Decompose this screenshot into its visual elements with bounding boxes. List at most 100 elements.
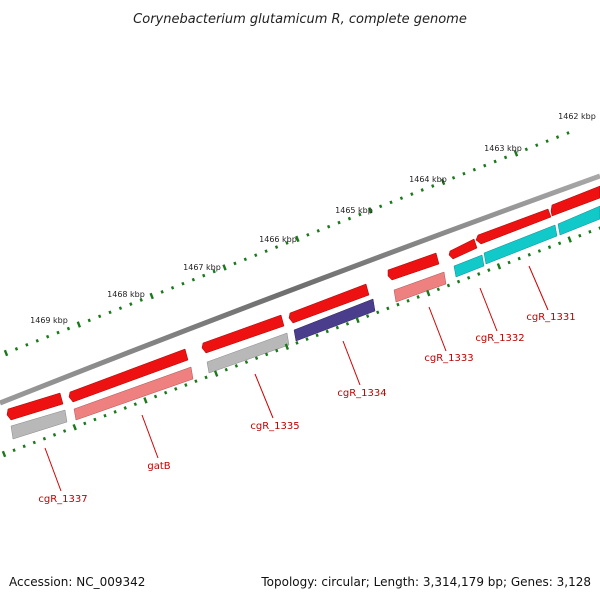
tick-mark bbox=[45, 334, 50, 339]
tick-mark bbox=[204, 375, 208, 380]
tick-mark bbox=[557, 241, 562, 246]
tick-mark bbox=[472, 167, 477, 172]
tick-mark bbox=[326, 224, 331, 229]
tick-mark bbox=[305, 337, 309, 341]
gene-bar-cgR_1333[interactable] bbox=[393, 271, 447, 303]
tick-mark bbox=[149, 292, 154, 300]
forward-genes bbox=[6, 185, 600, 421]
tick-mark bbox=[513, 150, 519, 157]
tick-mark bbox=[108, 310, 112, 315]
tick-mark bbox=[347, 216, 352, 221]
gene-arrow[interactable] bbox=[550, 185, 600, 217]
gene-label: cgR_1332 bbox=[475, 333, 524, 344]
tick-mark bbox=[389, 200, 393, 205]
tick-mark bbox=[386, 306, 390, 311]
gene-bar-cgR_1334[interactable] bbox=[293, 298, 376, 342]
gene-arrow[interactable] bbox=[68, 348, 189, 403]
gene-labels: cgR_1331 cgR_1332 cgR_1333 cgR_1334 cgR_… bbox=[38, 312, 575, 505]
genome-summary-text: Topology: circular; Length: 3,314,179 bp… bbox=[260, 575, 591, 589]
tick-mark bbox=[233, 261, 237, 266]
tick-mark bbox=[496, 263, 502, 270]
tick-mark bbox=[35, 338, 39, 343]
tick-mark bbox=[202, 273, 206, 278]
tick-mark bbox=[545, 139, 549, 143]
tick-mark bbox=[487, 268, 491, 272]
tick-mark bbox=[466, 275, 471, 280]
tick-mark bbox=[113, 410, 117, 414]
tick-mark bbox=[22, 444, 26, 449]
gene-arrow[interactable] bbox=[6, 392, 64, 421]
tick-mark bbox=[335, 325, 340, 330]
tick-mark bbox=[244, 360, 249, 364]
gene-bar-gatB[interactable] bbox=[73, 366, 194, 421]
tick-mark bbox=[184, 383, 188, 387]
gene-arrow[interactable] bbox=[448, 238, 478, 260]
outer-tick-ring bbox=[3, 131, 570, 357]
tick-mark bbox=[325, 329, 329, 334]
tick-mark bbox=[76, 321, 82, 328]
leader-line bbox=[528, 265, 549, 311]
tick-mark bbox=[358, 212, 362, 217]
tick-mark bbox=[446, 283, 451, 288]
leader-lines bbox=[44, 265, 549, 492]
tick-mark bbox=[555, 135, 560, 139]
gene-bar-cgR_1332b[interactable] bbox=[453, 254, 485, 278]
tick-mark bbox=[191, 277, 196, 282]
gene-label: cgR_1334 bbox=[337, 388, 386, 399]
tick-mark bbox=[224, 367, 228, 372]
tick-mark bbox=[12, 448, 16, 453]
kbp-labels: 1462 kbp 1463 kbp 1464 kbp 1465 kbp 1466… bbox=[30, 112, 596, 325]
gene-arrow[interactable] bbox=[387, 252, 440, 281]
kbp-label: 1465 kbp bbox=[335, 206, 373, 215]
tick-mark bbox=[181, 281, 185, 286]
genome-backbone bbox=[0, 173, 600, 406]
tick-mark bbox=[451, 175, 456, 180]
tick-mark bbox=[254, 356, 259, 361]
tick-mark bbox=[416, 295, 420, 299]
tick-mark bbox=[345, 321, 350, 326]
tick-mark bbox=[72, 423, 77, 431]
tick-mark bbox=[66, 326, 71, 331]
gene-bar-cgR_1335[interactable] bbox=[206, 332, 290, 374]
tick-mark bbox=[566, 131, 570, 135]
tick-mark bbox=[396, 302, 400, 307]
tick-mark bbox=[133, 402, 138, 407]
tick-mark bbox=[93, 417, 97, 422]
gene-arrow[interactable] bbox=[288, 283, 370, 324]
gene-bar-cgR_1332[interactable] bbox=[483, 224, 558, 265]
tick-mark bbox=[535, 143, 539, 148]
tick-mark bbox=[337, 220, 341, 225]
tick-mark bbox=[503, 155, 508, 160]
tick-mark bbox=[212, 269, 216, 274]
tick-mark bbox=[1, 450, 7, 458]
gene-label: cgR_1333 bbox=[424, 353, 473, 364]
tick-mark bbox=[174, 387, 178, 391]
tick-mark bbox=[118, 306, 123, 311]
tick-mark bbox=[103, 413, 107, 418]
tick-mark bbox=[56, 330, 60, 335]
tick-mark bbox=[295, 341, 299, 345]
tick-mark bbox=[426, 289, 431, 297]
tick-mark bbox=[436, 287, 441, 292]
accession-text: Accession: NC_009342 bbox=[9, 575, 145, 589]
tick-mark bbox=[97, 314, 102, 319]
kbp-label: 1467 kbp bbox=[183, 263, 221, 272]
gene-bar-cgR_1337[interactable] bbox=[10, 409, 68, 440]
tick-mark bbox=[431, 184, 435, 188]
kbp-label: 1462 kbp bbox=[558, 112, 596, 121]
tick-mark bbox=[567, 236, 572, 243]
genome-title: Corynebacterium glutamicum R, complete g… bbox=[133, 12, 467, 27]
tick-mark bbox=[399, 196, 404, 201]
tick-mark bbox=[376, 310, 380, 315]
tick-mark bbox=[222, 264, 227, 271]
tick-mark bbox=[306, 233, 310, 237]
feature-bars bbox=[10, 205, 600, 440]
tick-mark bbox=[378, 204, 383, 209]
tick-mark bbox=[537, 249, 542, 253]
gene-bar-cgR_1331[interactable] bbox=[557, 205, 600, 236]
tick-mark bbox=[274, 245, 279, 249]
gene-arrow[interactable] bbox=[475, 208, 552, 245]
gene-arrow[interactable] bbox=[201, 314, 285, 354]
tick-mark bbox=[87, 318, 91, 323]
leader-line bbox=[44, 447, 62, 492]
